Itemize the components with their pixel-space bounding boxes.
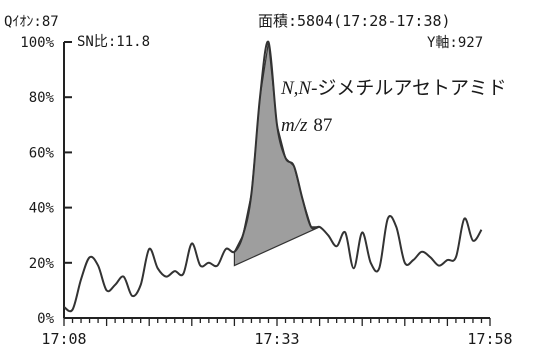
x-tick-label: 17:08	[41, 330, 86, 348]
mz-value: 87	[313, 115, 332, 136]
peak-area-shading	[233, 41, 320, 267]
y-tick-label: 100%	[20, 35, 54, 51]
x-axis: 17:08 17:33 17:58	[41, 317, 513, 348]
ion-label: Qｲｵﾝ:87	[4, 14, 59, 30]
mz-label: m/z 87	[281, 115, 332, 136]
chromatogram-trace	[63, 40, 483, 313]
compound-prefix: N,N	[280, 78, 312, 99]
sn-ratio-label: SN比:11.8	[77, 34, 150, 50]
y-axis: 0% 20% 40% 60% 80% 100%	[20, 35, 72, 327]
x-tick-label: 17:33	[254, 330, 299, 348]
y-axis-scale-label: Y軸:927	[427, 35, 483, 51]
compound-name: N,N-ジメチルアセトアミド	[280, 78, 507, 99]
y-tick-label: 40%	[29, 201, 55, 217]
x-tick-label: 17:58	[467, 330, 512, 348]
y-tick-label: 80%	[29, 90, 55, 106]
y-tick-label: 20%	[29, 256, 55, 272]
peak-area-label: 面積:5804(17:28-17:38)	[258, 12, 451, 30]
mz-prefix: m/z	[281, 115, 308, 136]
y-tick-label: 60%	[29, 145, 55, 161]
compound-suffix: -ジメチルアセトアミド	[311, 78, 507, 99]
y-tick-label: 0%	[37, 311, 54, 327]
